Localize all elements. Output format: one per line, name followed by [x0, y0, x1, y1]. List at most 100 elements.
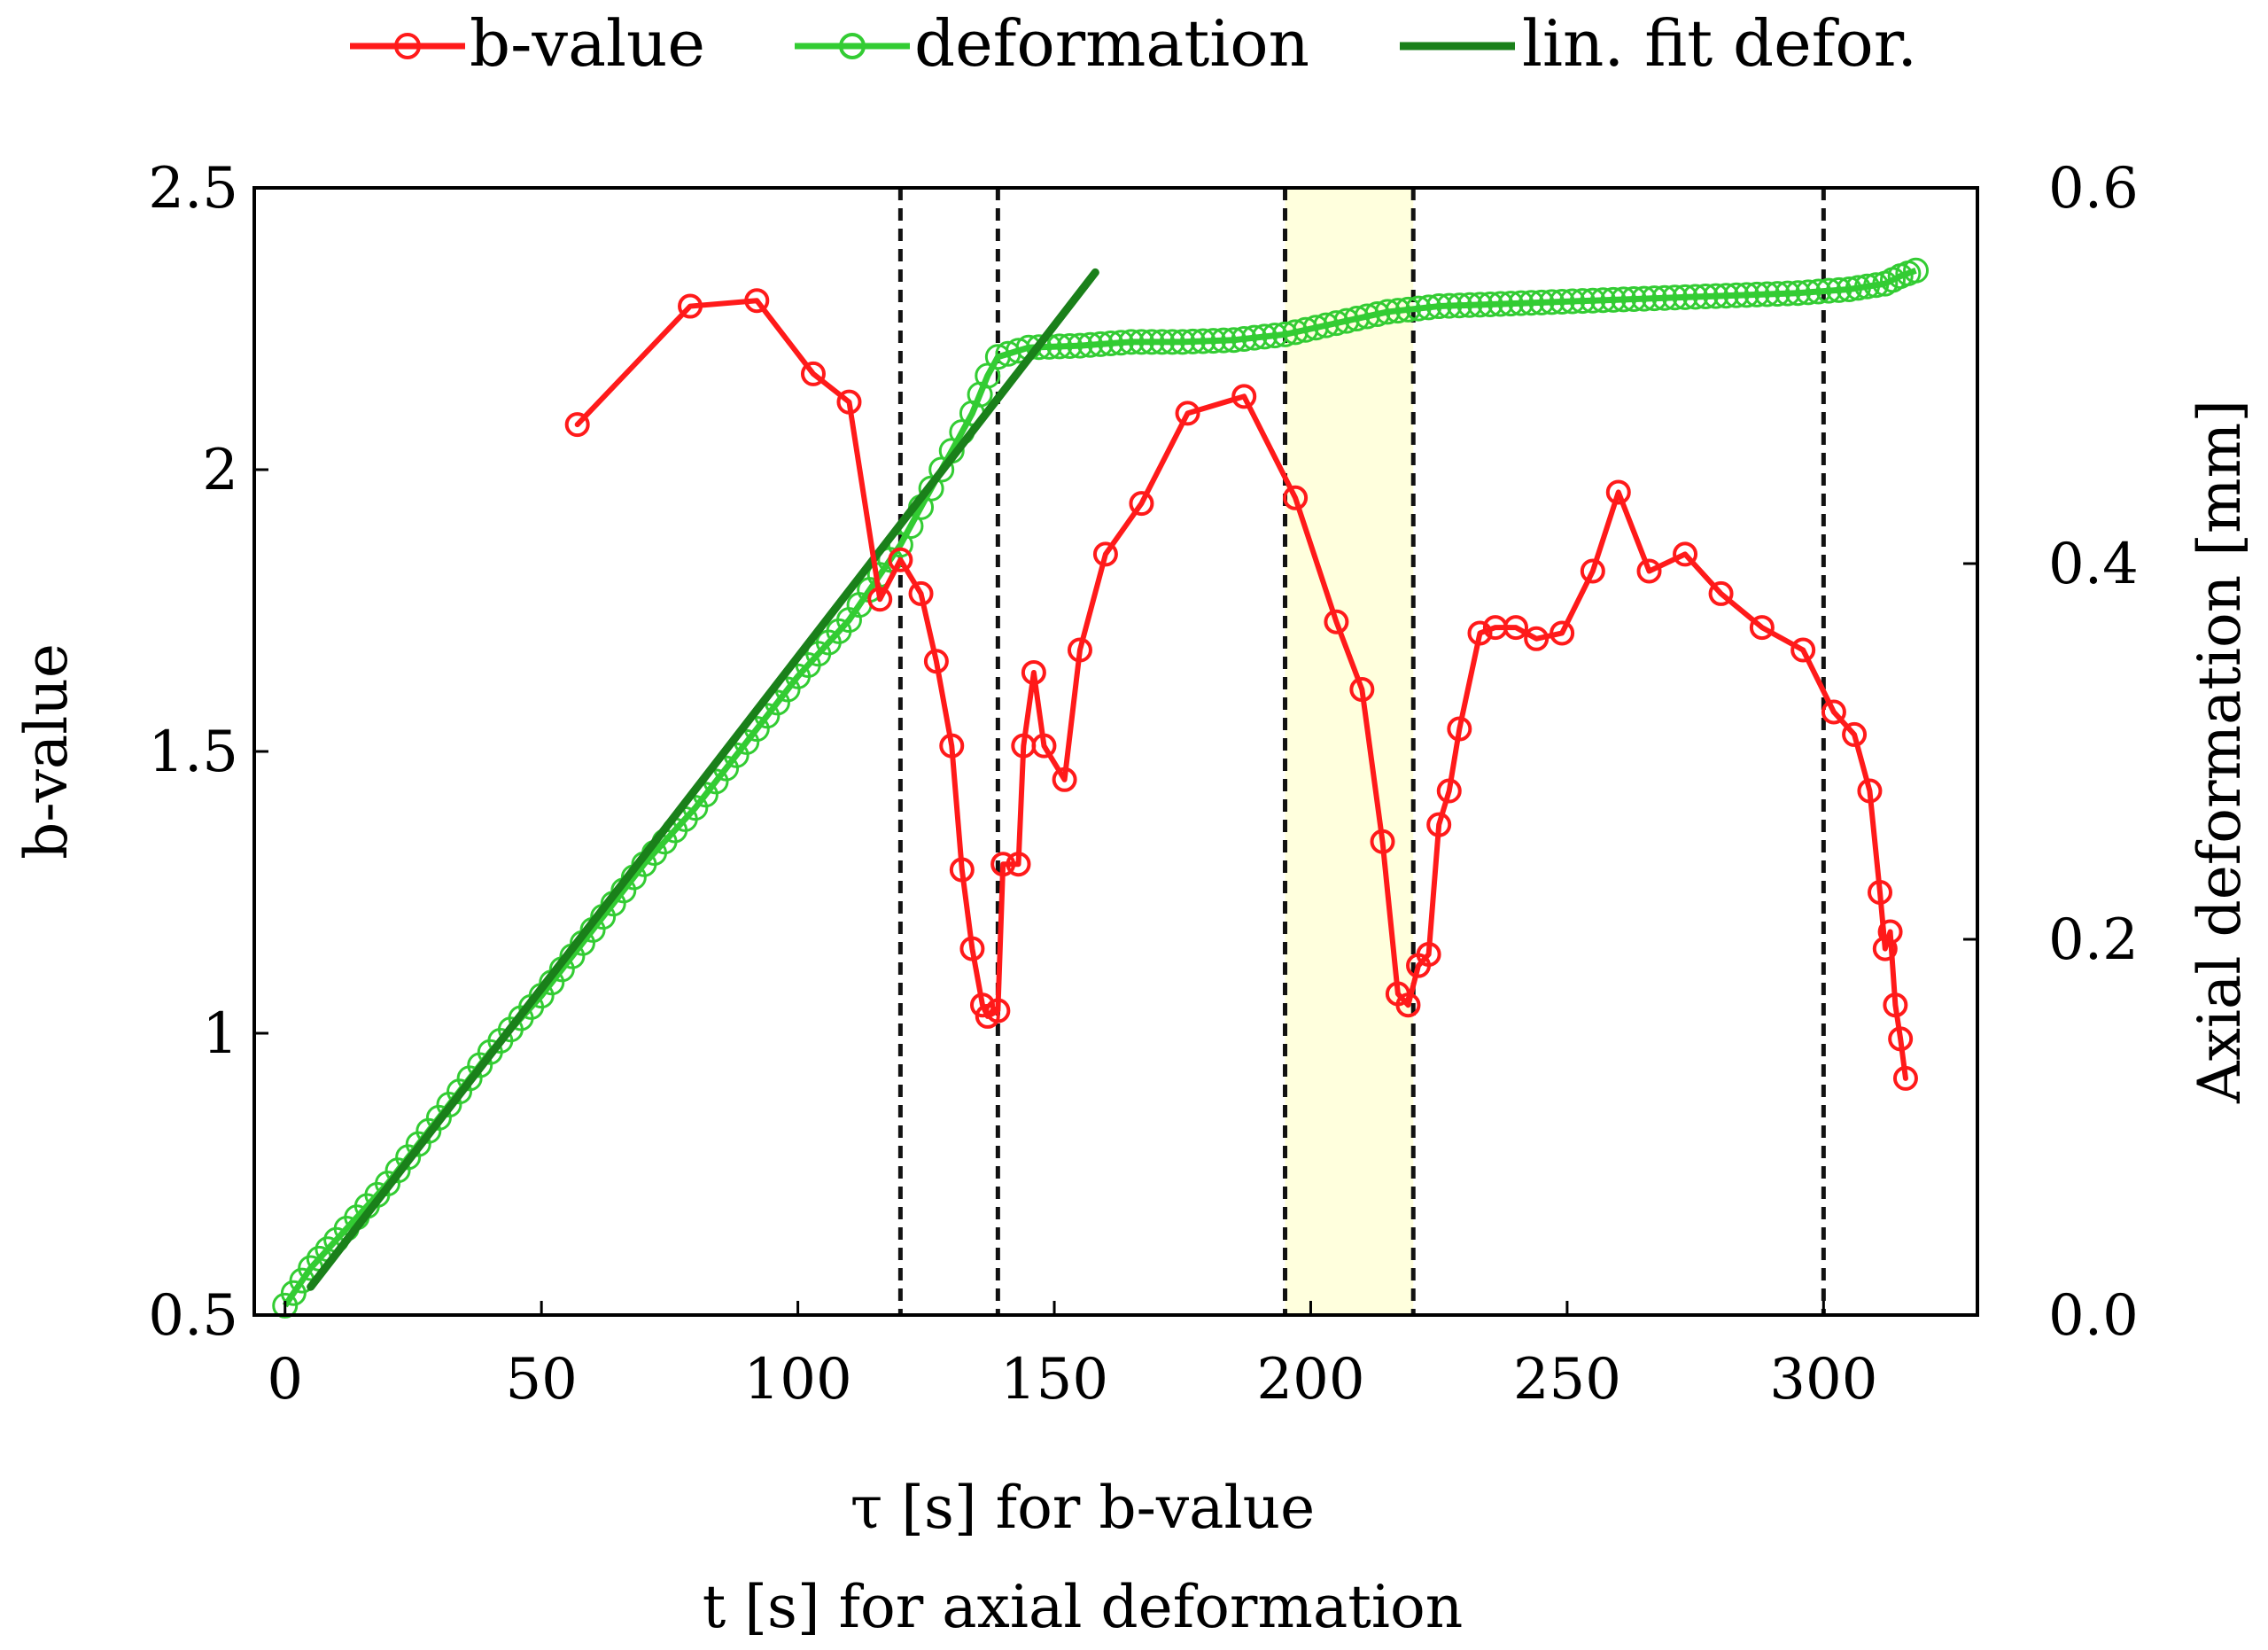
data-point	[1221, 327, 1247, 354]
data-point	[1868, 880, 1893, 905]
data-point	[836, 389, 862, 415]
right-y-tick-label: 0.6	[2048, 156, 2139, 222]
data-point	[1467, 620, 1493, 646]
left-y-tick-label: 2.5	[148, 156, 238, 222]
data-point	[1092, 541, 1118, 567]
data-point	[1466, 292, 1493, 318]
data-point	[1569, 288, 1596, 315]
data-point	[280, 1280, 307, 1306]
data-point	[1877, 919, 1903, 945]
data-point	[1580, 558, 1605, 584]
series-line	[307, 268, 1099, 1291]
data-point	[1021, 659, 1046, 685]
data-point	[744, 288, 770, 314]
data-point	[1374, 299, 1401, 325]
left-y-tick-label: 0.5	[148, 1283, 238, 1349]
legend: b-value deformation lin. fit defor.	[350, 6, 1917, 81]
data-point	[1550, 620, 1575, 646]
data-point	[1815, 277, 1842, 304]
data-point	[1262, 323, 1288, 349]
x-axis: 0 50 100 150 200 250 300	[267, 1301, 1877, 1413]
data-point	[1580, 287, 1606, 314]
data-point	[1416, 941, 1441, 967]
data-point	[1487, 291, 1514, 317]
data-point	[1821, 699, 1846, 725]
data-point	[1395, 992, 1421, 1018]
data-point	[1006, 852, 1031, 877]
x-tick-label: 300	[1769, 1347, 1877, 1413]
series-lin-fit-defor-	[307, 268, 1099, 1291]
data-point	[1651, 284, 1678, 311]
data-point	[1826, 276, 1852, 303]
data-point	[1098, 331, 1124, 357]
data-point	[888, 547, 913, 572]
data-point	[1405, 295, 1432, 322]
data-point	[1324, 609, 1349, 634]
data-point	[1713, 283, 1739, 309]
x-tick-label: 0	[267, 1347, 303, 1413]
data-point	[1611, 286, 1637, 313]
data-point	[867, 587, 893, 612]
data-point	[1323, 310, 1349, 337]
data-point	[923, 649, 949, 674]
x-tick-label: 150	[1000, 1347, 1108, 1413]
data-point	[1549, 288, 1575, 315]
x-tick-label: 250	[1513, 1347, 1621, 1413]
data-point	[1692, 284, 1719, 310]
data-point	[1129, 491, 1154, 517]
data-point	[1790, 637, 1816, 663]
data-point	[1723, 282, 1750, 308]
right-y-tick-label: 0.0	[2048, 1283, 2139, 1349]
data-point	[1128, 329, 1154, 355]
right-y-axis-title: Axial deformation [mm]	[2186, 400, 2254, 1104]
data-point	[1210, 327, 1237, 354]
data-point	[1888, 1026, 1914, 1052]
x-tick-label: 100	[744, 1347, 852, 1413]
data-point	[1447, 716, 1472, 742]
x-axis-title-line2: t [s] for axial deformation	[703, 1573, 1463, 1641]
x-axis-title-line1: τ [s] for b-value	[850, 1474, 1315, 1542]
data-point	[1672, 284, 1698, 310]
series-layer	[272, 257, 1930, 1319]
legend-label-b-value: b-value	[470, 6, 705, 81]
data-point	[1056, 333, 1083, 360]
data-point	[1854, 273, 1881, 300]
data-point	[1052, 767, 1077, 792]
data-point	[1620, 286, 1647, 313]
data-point	[1169, 329, 1196, 355]
data-point	[1067, 637, 1092, 663]
data-point	[1283, 485, 1309, 510]
data-point	[564, 412, 590, 438]
left-y-axis-title: b-value	[12, 643, 81, 860]
data-point	[1605, 479, 1631, 505]
series-b-value	[564, 288, 1918, 1091]
data-point	[1539, 289, 1565, 315]
data-point	[1385, 298, 1411, 324]
data-point	[1231, 325, 1257, 352]
data-point	[1754, 281, 1781, 307]
data-point	[1559, 288, 1586, 315]
data-point	[1883, 992, 1908, 1018]
data-point	[1764, 281, 1790, 307]
data-point	[1795, 279, 1821, 306]
legend-label-deformation: deformation	[914, 6, 1309, 81]
data-point	[1857, 778, 1883, 804]
data-point	[1426, 812, 1452, 837]
data-point	[1806, 278, 1832, 305]
data-point	[1179, 328, 1206, 354]
data-point	[990, 852, 1016, 877]
data-point	[1600, 286, 1627, 313]
series-line	[574, 298, 1908, 1081]
data-point	[1031, 733, 1057, 759]
data-point	[1703, 283, 1729, 309]
data-point	[1149, 329, 1176, 355]
data-point	[1425, 293, 1452, 320]
data-point	[1370, 829, 1395, 854]
data-point	[1661, 284, 1688, 311]
data-point	[1293, 316, 1319, 343]
data-point	[1497, 291, 1524, 317]
data-point	[1446, 292, 1472, 319]
data-point	[1077, 331, 1104, 358]
